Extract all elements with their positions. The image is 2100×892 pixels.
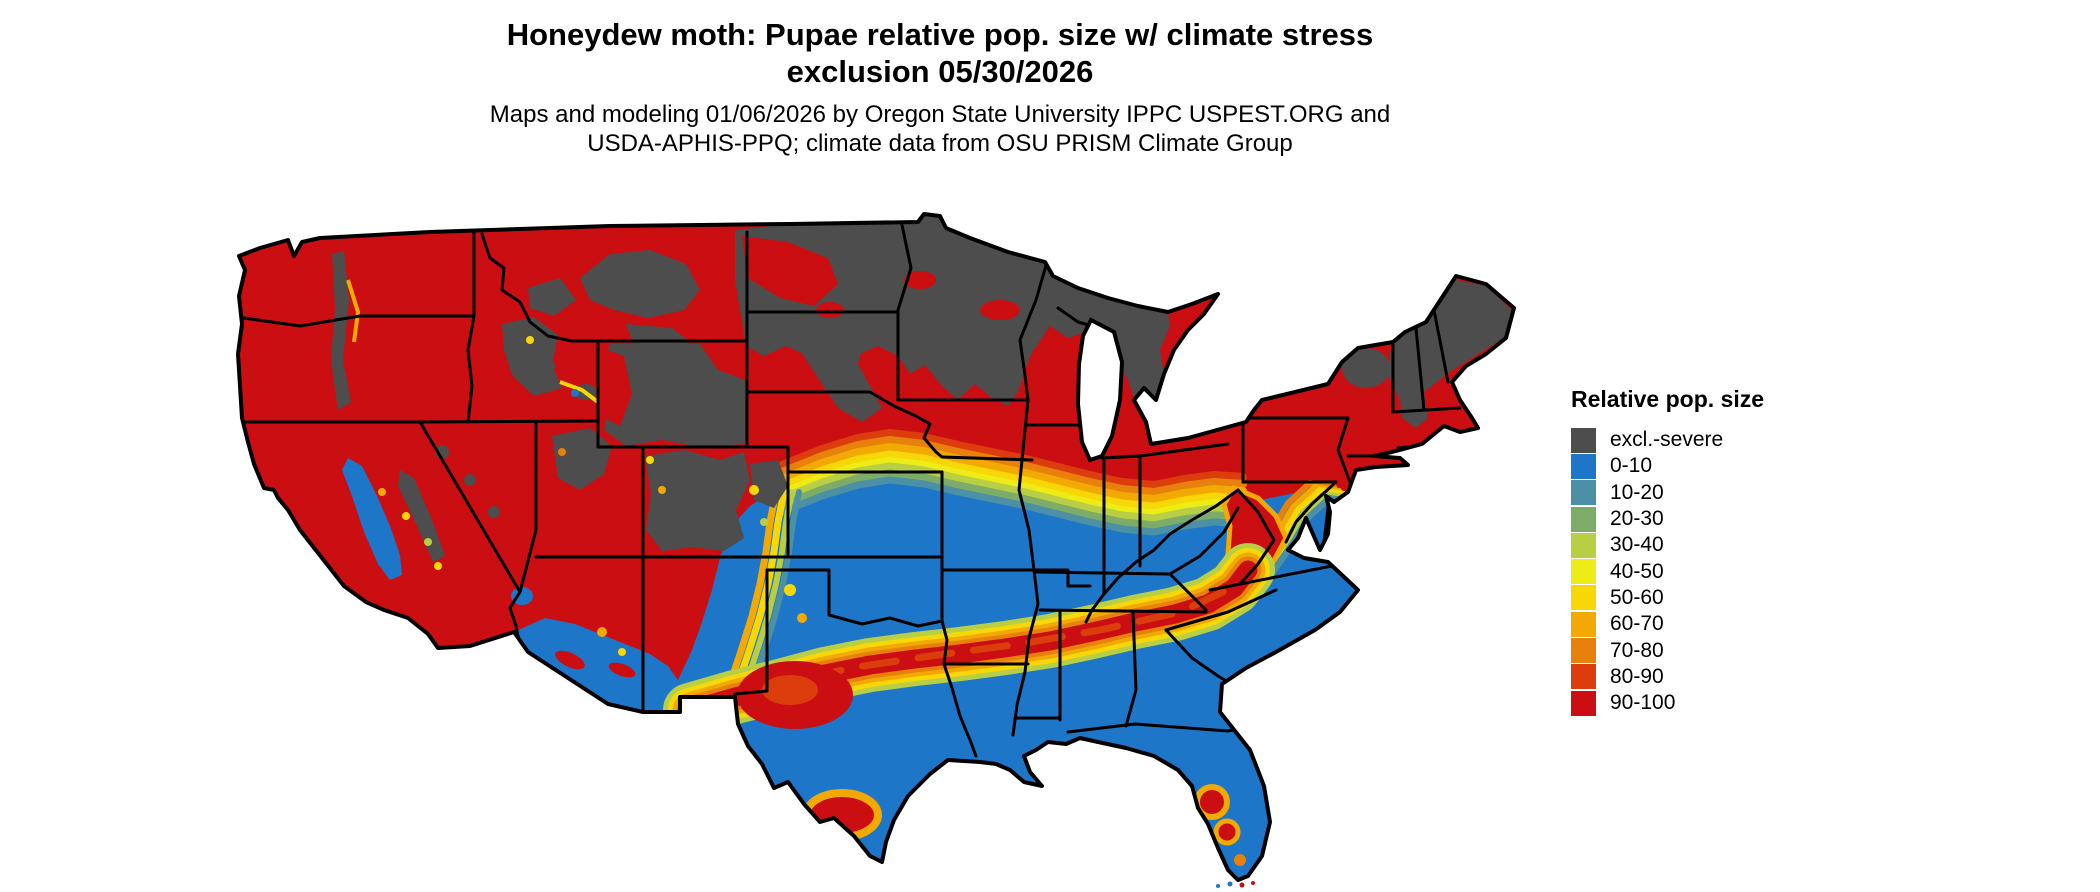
- page-subtitle: Maps and modeling 01/06/2026 by Oregon S…: [0, 100, 1880, 158]
- state-borders: [238, 223, 1462, 758]
- title-block: Honeydew moth: Pupae relative pop. size …: [0, 16, 1880, 158]
- legend-item: 60-70: [1571, 611, 1871, 637]
- legend-item: 90-100: [1571, 690, 1871, 716]
- legend-item: 20-30: [1571, 506, 1871, 532]
- title-line-1: Honeydew moth: Pupae relative pop. size …: [506, 17, 1374, 52]
- florida-keys: [1216, 881, 1255, 888]
- legend-label: 40-50: [1610, 559, 1664, 583]
- red-intrusions: [596, 236, 1020, 426]
- legend-label: 10-20: [1610, 480, 1664, 504]
- legend-swatch: [1571, 559, 1596, 585]
- legend-label: 50-60: [1610, 585, 1664, 609]
- page-title: Honeydew moth: Pupae relative pop. size …: [0, 16, 1880, 90]
- legend-item: 80-90: [1571, 664, 1871, 690]
- conus-outline: [236, 212, 1516, 882]
- west-flecks: [346, 279, 807, 656]
- legend-swatch: [1571, 585, 1596, 611]
- legend-swatch: [1571, 480, 1596, 506]
- title-line-2: exclusion 05/30/2026: [786, 54, 1094, 89]
- legend-item: excl.-severe: [1571, 427, 1871, 453]
- legend-label: 20-30: [1610, 507, 1664, 531]
- map-legend: Relative pop. size excl.-severe 0-10 10-…: [1571, 386, 1871, 716]
- legend-item: 0-10: [1571, 453, 1871, 479]
- legend-label: 60-70: [1610, 612, 1664, 636]
- us-map-canvas: [236, 212, 1516, 888]
- legend-swatch: [1571, 427, 1596, 453]
- legend-label: 0-10: [1610, 454, 1653, 478]
- legend-item: 40-50: [1571, 558, 1871, 585]
- legend-item: 10-20: [1571, 480, 1871, 506]
- legend-swatch: [1571, 506, 1596, 532]
- transition-band: [778, 429, 1247, 536]
- legend-swatch: [1571, 532, 1596, 558]
- legend-label: excl.-severe: [1610, 428, 1724, 452]
- legend-label: 90-100: [1610, 691, 1676, 715]
- legend-label: 80-90: [1610, 664, 1664, 688]
- legend-swatch: [1571, 638, 1596, 664]
- us-map: [230, 160, 1540, 892]
- legend-item: 50-60: [1571, 585, 1871, 611]
- legend-rows: excl.-severe 0-10 10-20 20-30 30-40 40-5…: [1571, 427, 1871, 716]
- lake-michigan: [1075, 317, 1125, 463]
- legend-swatch: [1571, 664, 1596, 690]
- legend-item: 30-40: [1571, 532, 1871, 558]
- legend-title: Relative pop. size: [1571, 386, 1765, 412]
- subtitle-line-2: USDA-APHIS-PPQ; climate data from OSU PR…: [587, 130, 1293, 157]
- legend-label: 70-80: [1610, 638, 1664, 662]
- legend-item: 70-80: [1571, 637, 1871, 664]
- legend-label: 30-40: [1610, 533, 1664, 557]
- south-texas-red-patch: [802, 789, 882, 841]
- legend-swatch: [1571, 453, 1596, 479]
- legend-swatch: [1571, 611, 1596, 637]
- map-raster-zones: [238, 214, 1514, 880]
- legend-swatch: [1571, 690, 1596, 716]
- subtitle-line-1: Maps and modeling 01/06/2026 by Oregon S…: [489, 101, 1391, 128]
